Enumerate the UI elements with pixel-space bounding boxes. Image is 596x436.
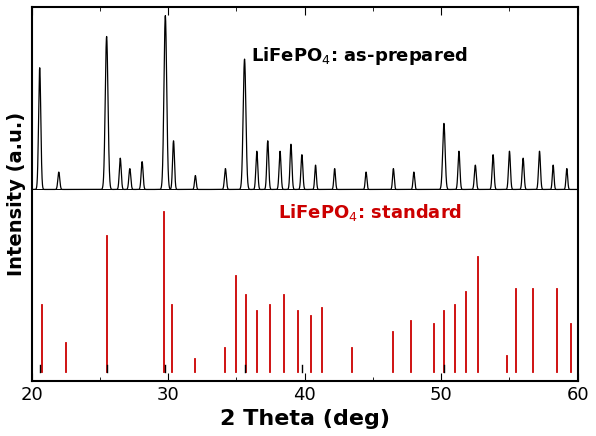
Text: LiFePO$_4$: as-prepared: LiFePO$_4$: as-prepared <box>251 44 467 67</box>
Text: LiFePO$_4$: standard: LiFePO$_4$: standard <box>278 202 462 223</box>
X-axis label: 2 Theta (deg): 2 Theta (deg) <box>219 409 390 429</box>
Y-axis label: Intensity (a.u.): Intensity (a.u.) <box>7 112 26 276</box>
